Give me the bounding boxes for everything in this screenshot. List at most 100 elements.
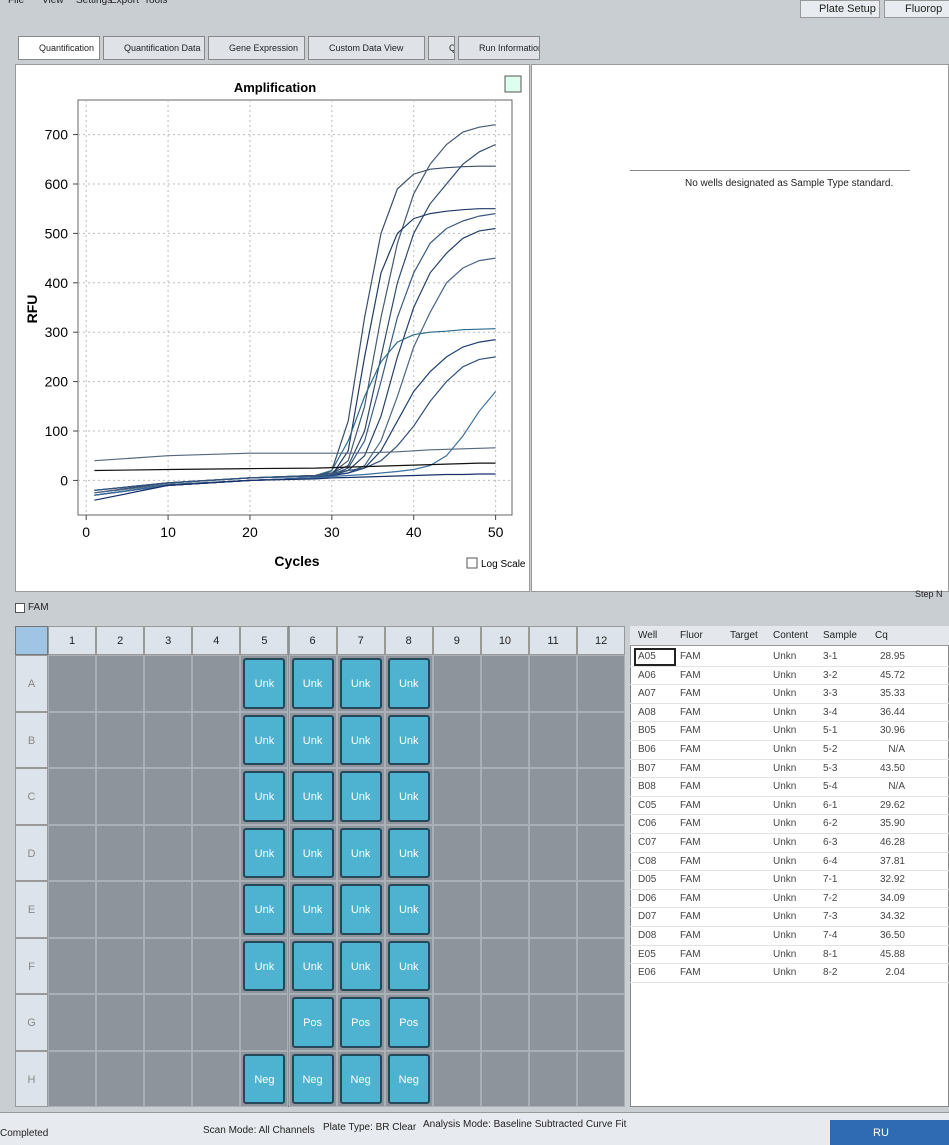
tab[interactable]: Quantification Data — [103, 36, 205, 60]
plate-well[interactable] — [96, 994, 144, 1051]
plate-well[interactable] — [577, 938, 625, 995]
menu-item[interactable]: Tools — [144, 0, 167, 6]
plate-well[interactable] — [529, 1051, 577, 1108]
plate-well[interactable] — [577, 994, 625, 1051]
plate-row-header[interactable]: H — [15, 1051, 48, 1108]
well-sample[interactable]: Unk — [340, 941, 382, 992]
table-header[interactable]: Cq — [875, 630, 888, 641]
plate-well[interactable] — [577, 768, 625, 825]
plate-column-header[interactable]: 10 — [481, 626, 529, 655]
plate-well[interactable] — [144, 1051, 192, 1108]
plate-well[interactable] — [577, 655, 625, 712]
menu-item[interactable]: Export — [110, 0, 139, 6]
plate-well[interactable] — [144, 825, 192, 882]
plate-well[interactable] — [433, 712, 481, 769]
plate-well[interactable] — [144, 994, 192, 1051]
plate-well[interactable] — [481, 938, 529, 995]
plate-well[interactable] — [240, 994, 288, 1051]
plate-well[interactable] — [48, 938, 96, 995]
plate-well[interactable] — [48, 768, 96, 825]
well-sample[interactable]: Unk — [388, 658, 430, 709]
plate-well[interactable] — [192, 881, 240, 938]
well-sample[interactable]: Unk — [388, 884, 430, 935]
plate-well[interactable] — [192, 655, 240, 712]
plate-well[interactable] — [481, 655, 529, 712]
plate-well[interactable] — [144, 938, 192, 995]
well-sample[interactable]: Unk — [340, 771, 382, 822]
plate-well[interactable] — [529, 881, 577, 938]
plate-well[interactable] — [192, 994, 240, 1051]
plate-well[interactable] — [433, 768, 481, 825]
well-sample[interactable]: Unk — [292, 941, 334, 992]
well-sample[interactable]: Unk — [243, 771, 285, 822]
plate-well[interactable] — [48, 994, 96, 1051]
plate-well[interactable] — [433, 655, 481, 712]
plate-well[interactable] — [433, 825, 481, 882]
plate-row-header[interactable]: G — [15, 994, 48, 1051]
plate-well[interactable] — [481, 825, 529, 882]
well-sample[interactable]: Unk — [243, 658, 285, 709]
fam-label[interactable]: FAM — [28, 602, 49, 613]
menu-item[interactable]: Settings — [76, 0, 112, 6]
plate-column-header[interactable]: 9 — [433, 626, 481, 655]
plate-setup-button[interactable]: Plate Setup — [800, 0, 880, 18]
well-sample[interactable]: Neg — [292, 1054, 334, 1105]
plate-well[interactable] — [144, 655, 192, 712]
plate-well[interactable] — [433, 881, 481, 938]
plate-column-header[interactable]: 5 — [240, 626, 288, 655]
well-sample[interactable]: Unk — [243, 715, 285, 766]
plate-well[interactable] — [48, 1051, 96, 1108]
plate-column-header[interactable]: 1 — [48, 626, 96, 655]
plate-column-header[interactable]: 7 — [337, 626, 385, 655]
plate-well[interactable] — [144, 768, 192, 825]
plate-well[interactable] — [96, 768, 144, 825]
well-sample[interactable]: Unk — [388, 715, 430, 766]
plate-row-header[interactable]: C — [15, 768, 48, 825]
plate-well[interactable] — [433, 1051, 481, 1108]
fam-checkbox[interactable] — [15, 603, 25, 613]
well-sample[interactable]: Unk — [388, 941, 430, 992]
plate-well[interactable] — [48, 825, 96, 882]
tab[interactable]: Gene Expression — [208, 36, 305, 60]
plate-well[interactable] — [48, 881, 96, 938]
plate-well[interactable] — [96, 938, 144, 995]
plate-well[interactable] — [529, 768, 577, 825]
plate-well[interactable] — [529, 994, 577, 1051]
plate-well[interactable] — [96, 712, 144, 769]
well-sample[interactable]: Pos — [388, 997, 430, 1048]
plate-well[interactable] — [433, 938, 481, 995]
plate-row-header[interactable]: A — [15, 655, 48, 712]
plate-well[interactable] — [481, 768, 529, 825]
plate-row-header[interactable]: E — [15, 881, 48, 938]
plate-column-header[interactable]: 6 — [289, 626, 337, 655]
table-header[interactable]: Sample — [823, 630, 857, 641]
well-sample[interactable]: Pos — [340, 997, 382, 1048]
well-sample[interactable]: Unk — [388, 828, 430, 879]
tab[interactable]: Run Information — [458, 36, 540, 60]
well-sample[interactable]: Unk — [340, 658, 382, 709]
plate-well[interactable] — [48, 712, 96, 769]
well-sample[interactable]: Unk — [243, 828, 285, 879]
table-header[interactable]: Well — [638, 630, 657, 641]
plate-well[interactable] — [577, 1051, 625, 1108]
plate-well[interactable] — [96, 655, 144, 712]
plate-well[interactable] — [192, 938, 240, 995]
well-sample[interactable]: Neg — [388, 1054, 430, 1105]
well-sample[interactable]: Pos — [292, 997, 334, 1048]
well-sample[interactable]: Unk — [340, 828, 382, 879]
plate-well[interactable] — [96, 881, 144, 938]
well-sample[interactable]: Unk — [243, 941, 285, 992]
tab[interactable]: Custom Data View — [308, 36, 425, 60]
table-header[interactable]: Fluor — [680, 630, 703, 641]
plate-well[interactable] — [192, 1051, 240, 1108]
plate-well[interactable] — [48, 655, 96, 712]
well-sample[interactable]: Neg — [243, 1054, 285, 1105]
plate-column-header[interactable]: 12 — [577, 626, 625, 655]
plate-column-header[interactable]: 2 — [96, 626, 144, 655]
plate-row-header[interactable]: D — [15, 825, 48, 882]
plate-well[interactable] — [192, 712, 240, 769]
well-sample[interactable]: Unk — [292, 884, 334, 935]
plate-well[interactable] — [577, 881, 625, 938]
plate-well[interactable] — [481, 1051, 529, 1108]
table-header[interactable]: Content — [773, 630, 808, 641]
